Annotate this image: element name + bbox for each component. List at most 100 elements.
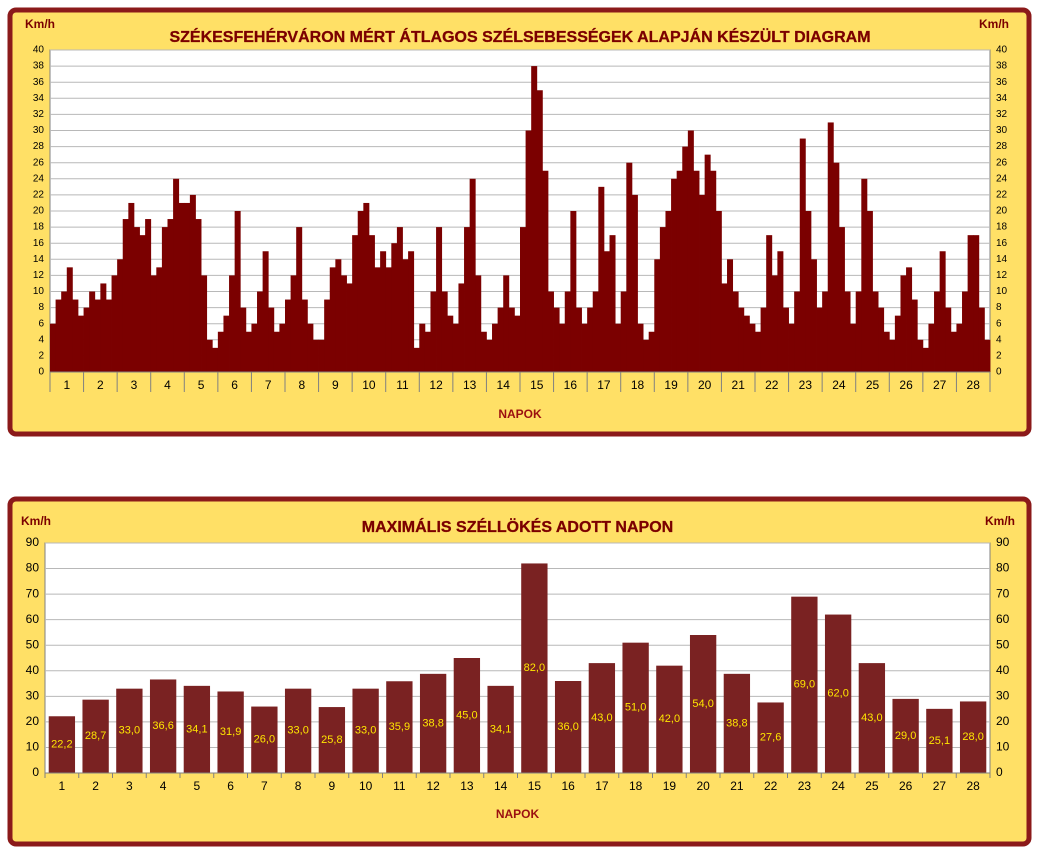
- column: [514, 315, 521, 372]
- column: [352, 235, 359, 372]
- x-tick-label: 25: [866, 378, 880, 392]
- column: [598, 186, 605, 372]
- bar: [149, 679, 177, 773]
- column: [212, 347, 219, 372]
- column: [637, 323, 644, 372]
- column: [307, 323, 314, 372]
- x-tick-label: 12: [426, 779, 440, 793]
- column: [693, 170, 700, 372]
- column: [139, 235, 146, 372]
- bar: [689, 635, 717, 773]
- data-label: 51,0: [625, 702, 646, 714]
- column: [61, 291, 68, 372]
- y-tick-label: 20: [996, 714, 1010, 728]
- column: [424, 331, 431, 372]
- x-tick-label: 2: [92, 779, 99, 793]
- column: [766, 235, 773, 372]
- bar: [791, 596, 818, 773]
- column: [564, 291, 571, 372]
- column: [105, 299, 112, 372]
- column: [72, 299, 79, 372]
- column: [100, 283, 107, 372]
- column: [615, 323, 622, 372]
- y-tick-label: 40: [26, 663, 40, 677]
- column: [430, 291, 437, 372]
- column: [654, 259, 661, 372]
- column: [346, 283, 353, 372]
- data-label: 34,1: [186, 723, 207, 735]
- x-tick-label: 25: [865, 779, 879, 793]
- bar: [824, 614, 852, 773]
- chart-title: MAXIMÁLIS SZÉLLÖKÉS ADOTT NAPON: [362, 517, 673, 536]
- y-axis-label: Km/h: [979, 17, 1009, 31]
- column: [128, 202, 135, 372]
- x-tick-label: 16: [564, 378, 578, 392]
- x-tick-label: 20: [696, 779, 710, 793]
- column: [760, 307, 767, 372]
- column: [643, 339, 650, 372]
- bar: [959, 701, 987, 773]
- y-tick-label: 38: [33, 61, 45, 72]
- x-tick-label: 5: [198, 378, 205, 392]
- column: [984, 339, 991, 372]
- x-tick-label: 21: [732, 378, 746, 392]
- bar: [386, 681, 413, 773]
- column: [273, 331, 280, 372]
- x-tick-label: 1: [63, 378, 70, 392]
- column: [525, 130, 532, 372]
- column: [866, 211, 873, 372]
- data-label: 69,0: [794, 679, 815, 691]
- column: [229, 275, 236, 372]
- x-tick-label: 15: [530, 378, 544, 392]
- y-tick-label: 28: [33, 141, 45, 152]
- y-tick-label: 28: [996, 141, 1008, 152]
- x-tick-label: 13: [460, 779, 474, 793]
- column: [956, 323, 963, 372]
- column: [178, 202, 185, 372]
- column: [374, 267, 381, 372]
- y-tick-label: 30: [26, 689, 40, 703]
- column: [592, 291, 599, 372]
- y-tick-label: 18: [996, 222, 1008, 233]
- column: [285, 299, 291, 372]
- column: [245, 331, 252, 372]
- column: [704, 154, 711, 372]
- column: [111, 275, 118, 372]
- column: [380, 251, 387, 372]
- data-label: 36,6: [152, 720, 173, 732]
- y-tick-label: 20: [26, 714, 40, 728]
- column: [391, 243, 398, 372]
- column: [83, 307, 90, 372]
- column: [290, 275, 297, 372]
- column: [794, 291, 801, 372]
- column: [894, 315, 901, 372]
- column: [497, 307, 504, 372]
- column: [603, 251, 610, 372]
- column: [838, 227, 845, 372]
- y-tick-label: 70: [996, 586, 1010, 600]
- column: [173, 178, 180, 372]
- bar: [217, 691, 244, 773]
- y-tick-label: 22: [996, 190, 1008, 201]
- bar: [588, 663, 616, 773]
- x-tick-label: 12: [429, 378, 443, 392]
- y-tick-label: 20: [33, 206, 45, 217]
- y-tick-label: 36: [33, 77, 45, 88]
- column: [939, 251, 946, 372]
- y-tick-label: 80: [996, 561, 1010, 575]
- y-axis-label: Km/h: [985, 514, 1015, 528]
- column: [878, 307, 885, 372]
- column: [262, 251, 269, 372]
- column: [575, 307, 582, 372]
- y-axis-label: Km/h: [25, 17, 55, 31]
- y-tick-label: 30: [33, 125, 45, 136]
- column: [816, 307, 823, 372]
- x-tick-label: 9: [329, 779, 336, 793]
- x-tick-label: 14: [494, 779, 508, 793]
- x-tick-label: 3: [131, 378, 138, 392]
- column: [900, 275, 907, 372]
- x-tick-label: 26: [899, 779, 913, 793]
- bar: [183, 685, 211, 773]
- column: [486, 339, 493, 372]
